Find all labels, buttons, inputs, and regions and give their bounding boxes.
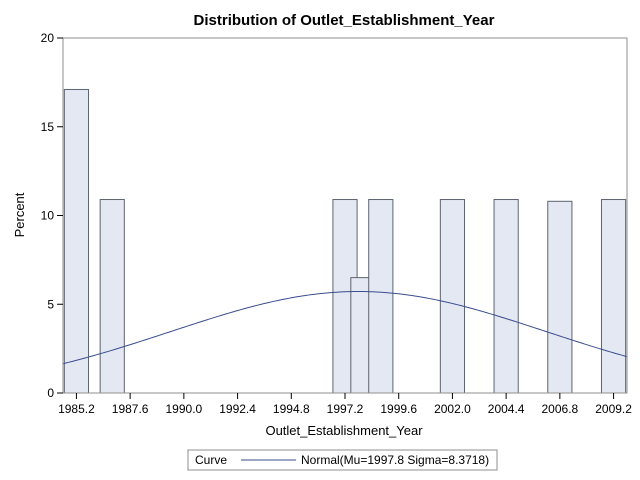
histogram-bar	[99, 199, 125, 394]
y-tick-label: 20	[41, 31, 55, 45]
histogram-bar	[600, 199, 627, 394]
chart-title: Distribution of Outlet_Establishment_Yea…	[194, 12, 495, 29]
x-tick-label: 2009.2	[595, 402, 632, 416]
x-tick-label: 1994.8	[273, 402, 310, 416]
x-tick-label: 1999.6	[380, 402, 417, 416]
legend-box	[187, 449, 498, 471]
x-tick-label: 1997.2	[327, 402, 364, 416]
x-tick-label: 2002.0	[434, 402, 471, 416]
y-axis: 0 5 10 15 20	[41, 31, 63, 400]
x-tick-label: 2006.8	[542, 402, 579, 416]
x-tick-label: 1990.0	[166, 402, 203, 416]
y-axis-label: Percent	[12, 192, 27, 237]
legend-title: Curve	[195, 453, 227, 467]
x-tick-label: 1992.4	[219, 402, 256, 416]
histogram-bar	[547, 200, 573, 394]
histogram-bar	[368, 199, 394, 394]
histogram-bar	[439, 199, 466, 394]
y-tick-label: 0	[47, 386, 54, 400]
y-tick-label: 5	[47, 297, 54, 311]
y-tick-label: 15	[41, 120, 55, 134]
legend: Curve Normal(Mu=1997.8 Sigma=8.3718)	[187, 449, 498, 471]
normal-curve	[62, 290, 628, 365]
legend-entry-label: Normal(Mu=1997.8 Sigma=8.3718)	[301, 453, 489, 467]
histogram-bar	[63, 88, 90, 394]
histogram-bar	[493, 199, 519, 394]
x-axis-label: Outlet_Establishment_Year	[265, 423, 423, 438]
bars-group	[63, 88, 627, 394]
x-axis: 1985.2 1987.6 1990.0 1992.4 1994.8 1997.2 1999…	[58, 393, 632, 416]
y-tick-label: 10	[41, 209, 55, 223]
x-tick-label: 1985.2	[58, 402, 95, 416]
x-tick-label: 2004.4	[488, 402, 525, 416]
x-tick-label: 1987.6	[112, 402, 149, 416]
